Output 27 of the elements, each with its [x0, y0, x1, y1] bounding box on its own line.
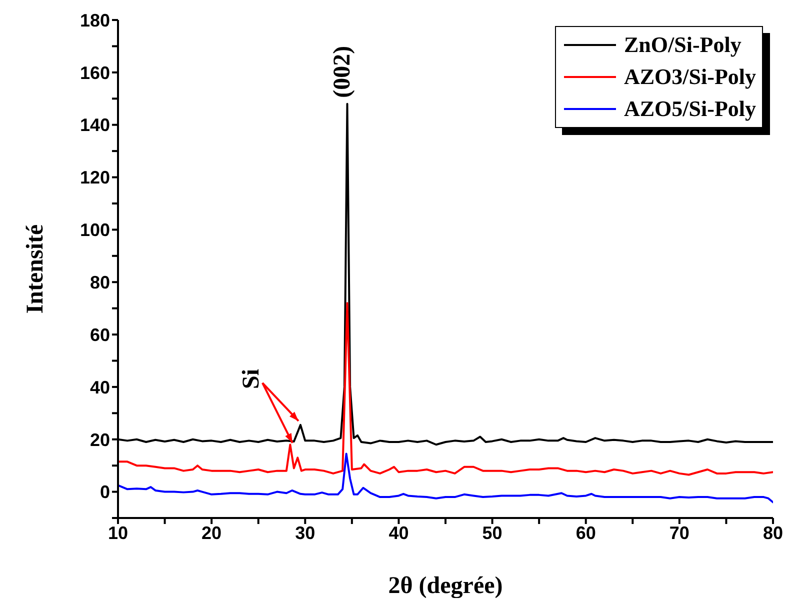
line-series	[118, 302, 773, 476]
annotation: (002)	[329, 46, 356, 98]
x-tick-label: 50	[482, 522, 502, 543]
legend-label: ZnO/Si-Poly	[624, 32, 742, 58]
line-series	[118, 452, 773, 504]
y-tick-label: 40	[90, 377, 110, 398]
y-tick-label: 80	[90, 272, 110, 292]
y-axis-title: Intensité	[22, 224, 49, 314]
y-tick-label: 100	[80, 220, 110, 240]
x-tick-label: 80	[762, 522, 784, 543]
x-tick-label: 70	[669, 522, 690, 543]
y-tick-label: 0	[100, 482, 110, 502]
x-tick-label: 40	[388, 522, 409, 543]
legend-label: AZO5/Si-Poly	[624, 96, 756, 122]
legend-label: AZO3/Si-Poly	[624, 64, 756, 90]
x-tick-label: 20	[202, 522, 222, 543]
y-tick-label: 120	[80, 168, 110, 188]
annotation: Si	[238, 368, 264, 389]
x-tick-label: 30	[295, 522, 316, 543]
y-tick-label: 20	[90, 430, 110, 450]
y-tick-label: 60	[90, 324, 110, 345]
y-tick-label: 180	[80, 10, 110, 30]
x-tick-label: 10	[108, 522, 128, 543]
y-tick-label: 160	[80, 62, 110, 83]
y-tick-label: 140	[80, 115, 110, 136]
x-axis-title: 2θ (degrée)	[388, 573, 503, 599]
x-tick-label: 60	[576, 522, 596, 543]
